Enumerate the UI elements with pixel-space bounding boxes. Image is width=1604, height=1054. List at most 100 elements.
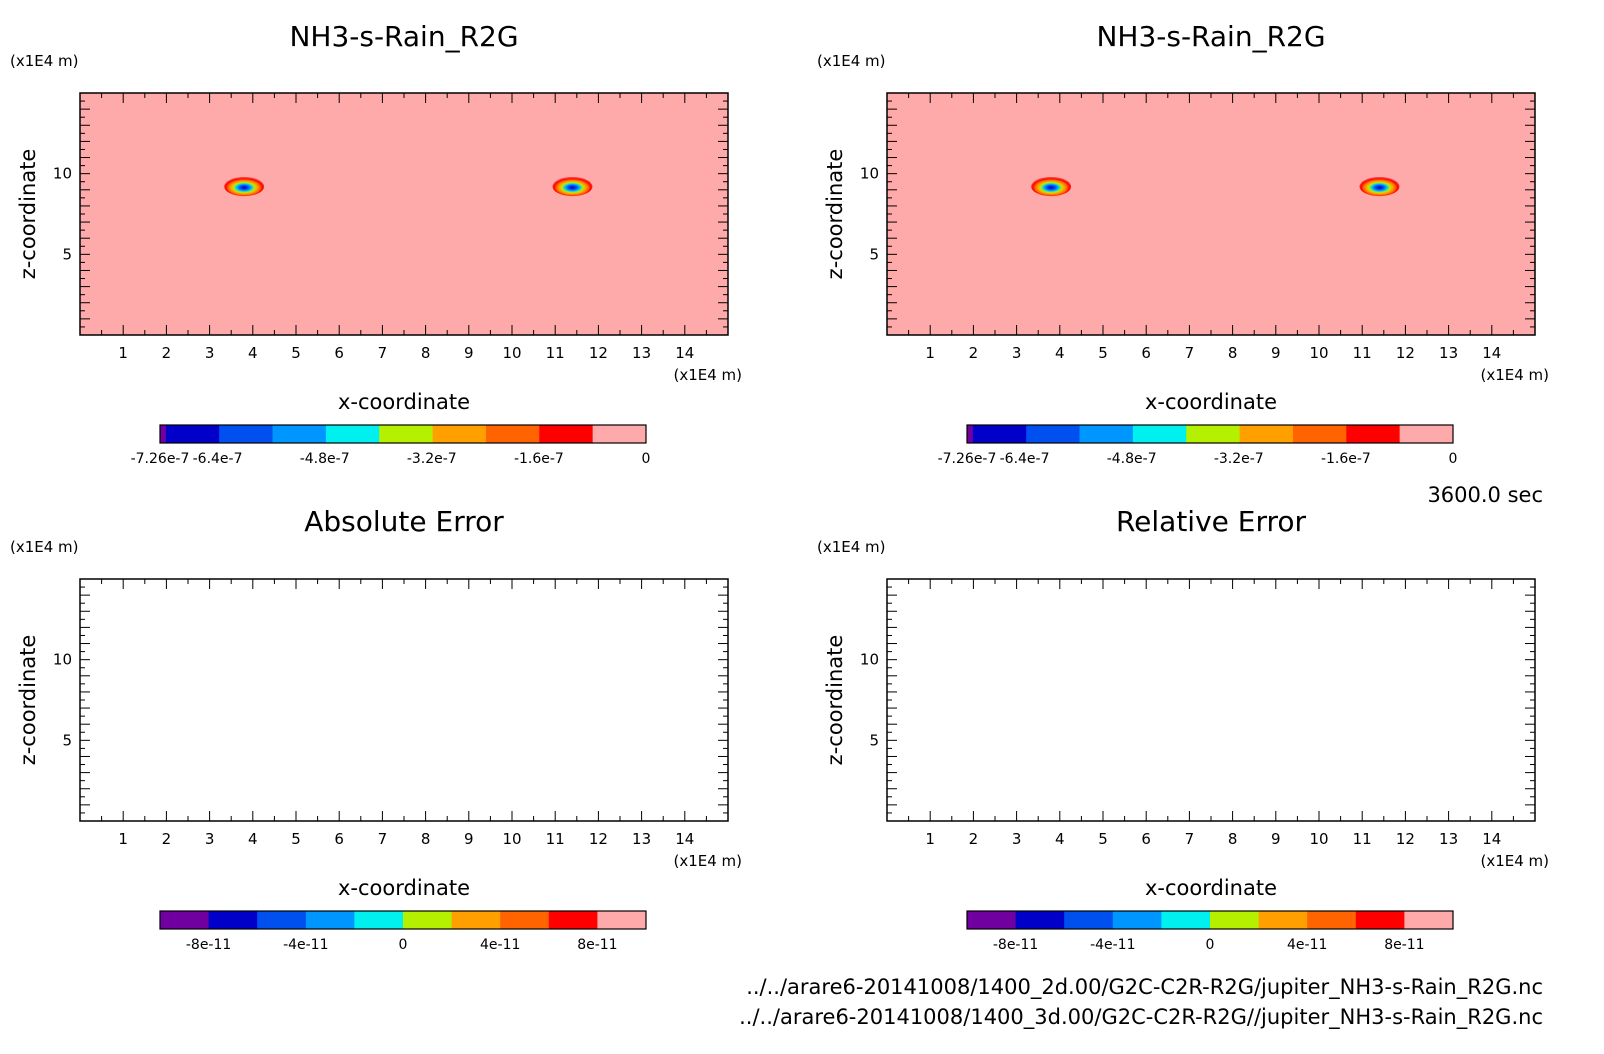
colorbar-segment-9 [1346, 425, 1401, 443]
x-tick-label: 3 [205, 830, 215, 848]
x-tick-label: 1 [118, 830, 128, 848]
x-tick-label: 12 [1396, 830, 1415, 848]
plot-area [887, 93, 1535, 335]
colorbar-segment-4 [305, 911, 355, 929]
colorbar-segment-9 [548, 911, 598, 929]
x-tick-label: 7 [1185, 830, 1195, 848]
feature-blob-1 [1031, 177, 1072, 197]
colorbar-segment-9 [539, 425, 594, 443]
colorbar-segment-8 [1292, 425, 1347, 443]
y-unit-label: (x1E4 m) [817, 538, 886, 556]
colorbar-segment-7 [1239, 425, 1294, 443]
x-tick-label: 3 [1012, 344, 1022, 362]
x-tick-label: 13 [1439, 830, 1458, 848]
x-tick-label: 11 [1353, 344, 1372, 362]
x-tick-label: 5 [1098, 344, 1108, 362]
colorbar-label: -3.2e-7 [1214, 451, 1264, 467]
x-tick-label: 4 [248, 344, 258, 362]
y-axis-label: z-coordinate [823, 635, 847, 766]
colorbar-label: 8e-11 [1384, 937, 1424, 953]
x-tick-label: 8 [421, 830, 431, 848]
x-tick-label: 8 [421, 344, 431, 362]
y-tick-label: 10 [53, 165, 72, 183]
panel-2: NH3-s-Rain_R2G(x1E4 m)1 2 3 4 5 6 7 8 9 10 11 12 13 1… [817, 20, 1549, 467]
colorbar-segment-6 [1186, 425, 1241, 443]
colorbar-label: -1.6e-7 [514, 451, 564, 467]
colorbar-label: -8e-11 [186, 937, 231, 953]
colorbar-segment-2 [165, 425, 220, 443]
x-tick-label: 5 [291, 830, 301, 848]
x-tick-label: 7 [378, 830, 388, 848]
x-unit-label: (x1E4 m) [1480, 366, 1549, 384]
x-tick-label: 9 [1271, 830, 1281, 848]
colorbar-segment-6 [379, 425, 434, 443]
colorbar: -8e-11 -4e-11 0 4e-11 8e-11 [966, 910, 1454, 953]
x-tick-label: 6 [1141, 344, 1151, 362]
plot-area [80, 93, 728, 335]
x-axis-label: x-coordinate [338, 390, 470, 414]
colorbar-segment-3 [1026, 425, 1081, 443]
x-tick-label: 1 [118, 344, 128, 362]
x-tick-label: 5 [1098, 830, 1108, 848]
x-tick-label: 4 [1055, 344, 1065, 362]
y-unit-label: (x1E4 m) [817, 52, 886, 70]
colorbar-segment-1 [967, 425, 974, 443]
x-tick-label: 7 [378, 344, 388, 362]
colorbar-label: -8e-11 [993, 937, 1038, 953]
y-tick-label: 5 [62, 245, 72, 263]
panel-4: Relative Error(x1E4 m)1 2 3 4 5 6 7 8 9 10 11 12 13 1… [817, 505, 1549, 953]
colorbar-label: -7.26e-7 [938, 451, 997, 467]
colorbar-segment-8 [485, 425, 540, 443]
colorbar-label: 8e-11 [577, 937, 617, 953]
x-tick-label: 14 [1482, 830, 1501, 848]
x-tick-label: 10 [1309, 830, 1328, 848]
y-tick-label: 10 [860, 165, 879, 183]
x-tick-label: 12 [589, 344, 608, 362]
colorbar-label: 0 [399, 937, 408, 953]
x-tick-label: 6 [334, 830, 344, 848]
colorbar-frame [966, 910, 1454, 930]
y-unit-label: (x1E4 m) [10, 538, 79, 556]
colorbar-label: -6.4e-7 [193, 451, 243, 467]
colorbar-segment-7 [451, 911, 501, 929]
colorbar-segment-4 [1112, 911, 1162, 929]
colorbar-segment-10 [1404, 911, 1454, 929]
colorbar-label: -4e-11 [1090, 937, 1135, 953]
footer-file-2: ../../arare6-20141008/1400_3d.00/G2C-C2R… [739, 1005, 1543, 1030]
colorbar-label: 4e-11 [480, 937, 520, 953]
colorbar-segment-4 [1079, 425, 1134, 443]
colorbar: -7.26e-7 -6.4e-7 -4.8e-7 -3.2e-7 -1.6e-7 0 [938, 424, 1457, 467]
colorbar-segment-1 [160, 911, 210, 929]
colorbar-segment-2 [208, 911, 258, 929]
y-tick-label: 10 [53, 651, 72, 669]
panel-title: NH3-s-Rain_R2G [1096, 20, 1325, 53]
x-axis-label: x-coordinate [1145, 390, 1277, 414]
plot-area [887, 579, 1535, 821]
x-tick-label: 2 [969, 830, 979, 848]
colorbar-segment-6 [403, 911, 453, 929]
x-tick-label: 13 [632, 830, 651, 848]
x-tick-label: 6 [334, 344, 344, 362]
x-tick-label: 2 [162, 830, 172, 848]
x-tick-label: 8 [1228, 830, 1238, 848]
colorbar-label: -3.2e-7 [407, 451, 457, 467]
colorbar-segment-8 [1307, 911, 1357, 929]
colorbar-segment-10 [592, 425, 647, 443]
y-tick-label: 5 [869, 731, 879, 749]
colorbar-label: -6.4e-7 [1000, 451, 1050, 467]
feature-blob-2 [552, 177, 593, 197]
colorbar-frame [159, 424, 647, 444]
feature-blob-2 [1359, 177, 1400, 197]
colorbar-label: 0 [1206, 937, 1215, 953]
panel-3: Absolute Error(x1E4 m)1 2 3 4 5 6 7 8 9 10 11 12 13 1… [10, 505, 742, 953]
panel-title: Relative Error [1116, 505, 1307, 538]
colorbar-segment-1 [160, 425, 167, 443]
y-tick-label: 5 [62, 731, 72, 749]
colorbar: -8e-11 -4e-11 0 4e-11 8e-11 [159, 910, 647, 953]
panel-1: NH3-s-Rain_R2G(x1E4 m)1 2 3 4 5 6 7 8 9 10 11 12 13 1… [10, 20, 742, 467]
x-tick-label: 3 [205, 344, 215, 362]
y-axis-label: z-coordinate [823, 149, 847, 280]
footer-file-1: ../../arare6-20141008/1400_2d.00/G2C-C2R… [746, 975, 1543, 1000]
x-tick-label: 2 [969, 344, 979, 362]
